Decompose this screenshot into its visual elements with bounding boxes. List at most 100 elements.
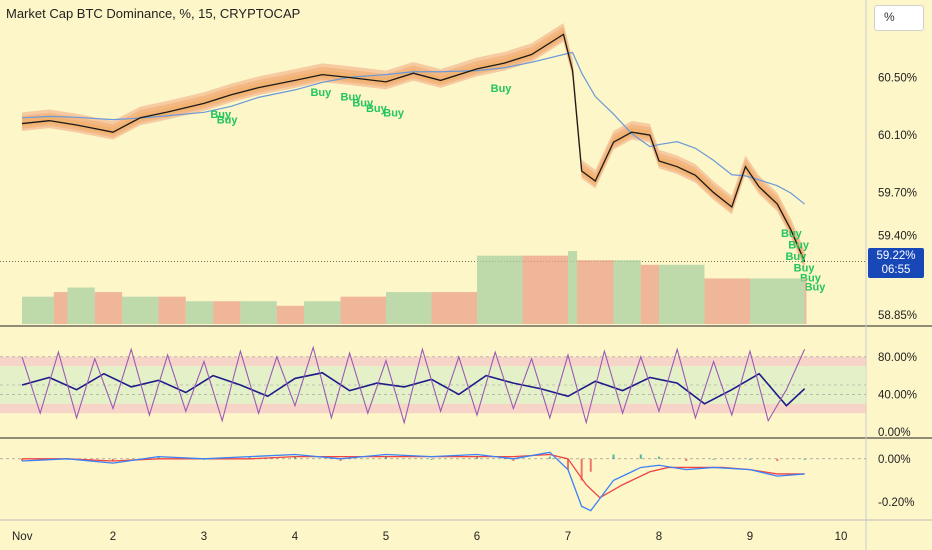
volume-pane: [22, 251, 807, 324]
volume-bar: [158, 296, 186, 324]
macd-tick-label: 0.00%: [878, 454, 911, 466]
volume-bar: [53, 292, 68, 324]
buy-signal-label: Buy: [341, 92, 363, 104]
macd-histogram-bar: [567, 458, 569, 470]
buy-signal-label: Buy: [781, 228, 803, 240]
macd-histogram-bar: [548, 456, 551, 459]
volume-bar: [577, 260, 614, 324]
volume-bar: [386, 292, 432, 324]
price-line: [21, 33, 806, 262]
macd-histogram-bar: [639, 454, 642, 459]
time-tick-label: 6: [474, 531, 480, 543]
volume-bar: [804, 278, 807, 324]
buy-signal-label: Buy: [794, 263, 816, 275]
buy-signal-label: Buy: [788, 240, 810, 252]
macd-histogram-bar: [21, 458, 23, 461]
price-tick-label: 59.70%: [878, 188, 917, 200]
time-tick-label: Nov: [12, 531, 33, 543]
unit-selector[interactable]: %: [874, 5, 924, 31]
volume-bar: [67, 287, 95, 324]
volume-bar: [431, 292, 477, 324]
time-tick-label: 4: [292, 531, 299, 543]
macd-histogram-bar: [580, 458, 583, 481]
buy-signal-label: Buy: [383, 107, 405, 119]
chart-title: Market Cap BTC Dominance, %, 15, CRYPTOC…: [6, 6, 301, 21]
volume-bar: [613, 260, 641, 324]
last-price-badge: 59.22% 06:55: [868, 248, 924, 278]
macd-histogram-bar: [685, 458, 688, 461]
time-tick-label: 3: [201, 531, 207, 543]
volume-bar: [704, 278, 750, 324]
macd-histogram-bar: [112, 458, 114, 461]
volume-bar: [276, 305, 305, 324]
last-price-value: 59.22%: [876, 250, 916, 262]
macd-histogram-bar: [712, 458, 715, 460]
price-tick-label: 59.40%: [878, 231, 917, 243]
buy-signal-label: Buy: [217, 115, 239, 127]
volume-bar: [568, 251, 578, 324]
buy-signal-label: Buy: [352, 97, 374, 109]
time-tick-label: 2: [110, 531, 116, 543]
bar-countdown: 06:55: [881, 264, 911, 276]
macd-histogram-bar: [749, 458, 751, 460]
buy-signal-label: Buy: [210, 109, 232, 121]
price-axis: 60.50% 60.10% 59.70% 59.40% 58.85% 80.00% 40.0…: [878, 73, 917, 510]
buy-signal-label: Buy: [310, 87, 332, 99]
macd-histogram-bar: [339, 458, 342, 461]
macd-histogram-bar: [612, 454, 615, 459]
volume-bar: [340, 296, 386, 324]
moving-average-line: [21, 51, 805, 205]
macd-histogram-bar: [476, 456, 478, 459]
buy-signal-label: Buy: [785, 251, 807, 263]
time-tick-label: 8: [656, 531, 662, 543]
macd-tick-label: -0.20%: [878, 497, 914, 509]
volume-bar: [304, 301, 341, 324]
volume-bar: [122, 296, 159, 324]
macd-histogram-bar: [157, 456, 160, 459]
macd-histogram-bar: [385, 456, 387, 459]
time-tick-label: 7: [565, 531, 571, 543]
buy-signal-label: Buy: [491, 83, 513, 95]
buy-signal-label: Buy: [366, 103, 388, 115]
oscillator-band: [0, 403, 866, 414]
macd-histogram-bar: [776, 458, 779, 461]
price-tick-label: 60.10%: [878, 130, 917, 142]
macd-histogram-bar: [589, 458, 592, 472]
price-tick-label: 58.85%: [878, 310, 917, 322]
volume-bar: [240, 301, 277, 324]
price-tick-label: 60.50%: [878, 73, 917, 85]
oscillator-signal-line: [21, 345, 806, 425]
macd-pane: [0, 451, 866, 512]
macd-histogram-bar: [658, 456, 660, 459]
volume-bar: [659, 264, 705, 324]
volume-bar: [750, 278, 805, 324]
buy-signal-label: Buy: [805, 281, 827, 293]
volume-bar: [477, 255, 523, 324]
oscillator-pane: [0, 345, 866, 425]
time-tick-label: 5: [383, 531, 389, 543]
ma-ribbon-band: [22, 26, 805, 267]
oscillator-tick-label: 80.00%: [878, 352, 917, 364]
volume-bar: [94, 292, 123, 324]
oscillator-tick-label: 40.00%: [878, 389, 917, 401]
volume-bar: [185, 301, 214, 324]
oscillator-line: [21, 371, 806, 407]
volume-bar: [22, 296, 54, 324]
macd-histogram-bar: [803, 458, 806, 460]
oscillator-tick-label: 0.00%: [878, 427, 911, 439]
macd-histogram-bar: [248, 456, 251, 459]
time-axis: Nov 2 3 4 5 6 7 8 9 10: [12, 531, 847, 543]
volume-bar: [640, 264, 659, 324]
macd-histogram-bar: [294, 456, 296, 459]
volume-bar: [213, 301, 241, 324]
ma-ribbon-band: [22, 23, 805, 270]
time-tick-label: 10: [835, 531, 848, 543]
macd-line: [21, 451, 805, 512]
macd-histogram-bar: [512, 458, 515, 461]
oscillator-band: [0, 356, 866, 367]
time-tick-label: 9: [747, 531, 753, 543]
macd-histogram-bar: [430, 458, 433, 460]
volume-bar: [522, 255, 568, 324]
